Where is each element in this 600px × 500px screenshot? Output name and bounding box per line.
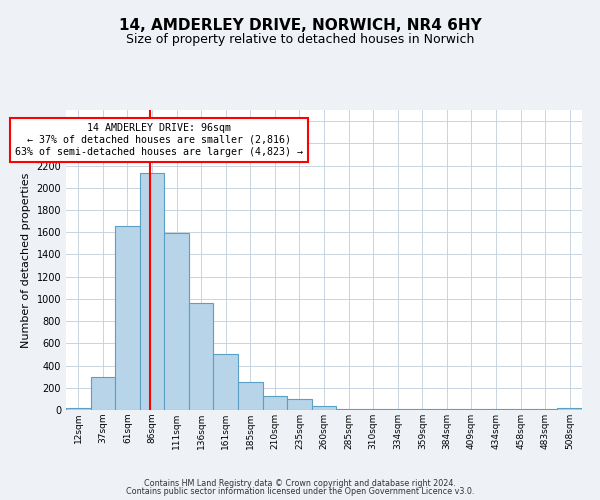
Bar <box>140 174 164 410</box>
Bar <box>312 406 336 410</box>
Bar <box>66 408 91 410</box>
Bar <box>91 376 115 410</box>
Bar <box>115 226 140 410</box>
Bar <box>336 409 361 410</box>
Text: 14 AMDERLEY DRIVE: 96sqm
← 37% of detached houses are smaller (2,816)
63% of sem: 14 AMDERLEY DRIVE: 96sqm ← 37% of detach… <box>16 124 304 156</box>
Y-axis label: Number of detached properties: Number of detached properties <box>21 172 31 348</box>
Bar <box>263 396 287 410</box>
Bar <box>557 408 582 410</box>
Text: 14, AMDERLEY DRIVE, NORWICH, NR4 6HY: 14, AMDERLEY DRIVE, NORWICH, NR4 6HY <box>119 18 481 32</box>
Bar <box>361 409 385 410</box>
Text: Size of property relative to detached houses in Norwich: Size of property relative to detached ho… <box>126 32 474 46</box>
Text: Contains public sector information licensed under the Open Government Licence v3: Contains public sector information licen… <box>126 487 474 496</box>
Bar <box>214 354 238 410</box>
Bar <box>189 304 214 410</box>
Bar <box>164 234 189 410</box>
Text: Contains HM Land Registry data © Crown copyright and database right 2024.: Contains HM Land Registry data © Crown c… <box>144 478 456 488</box>
Bar <box>238 382 263 410</box>
Bar <box>287 399 312 410</box>
